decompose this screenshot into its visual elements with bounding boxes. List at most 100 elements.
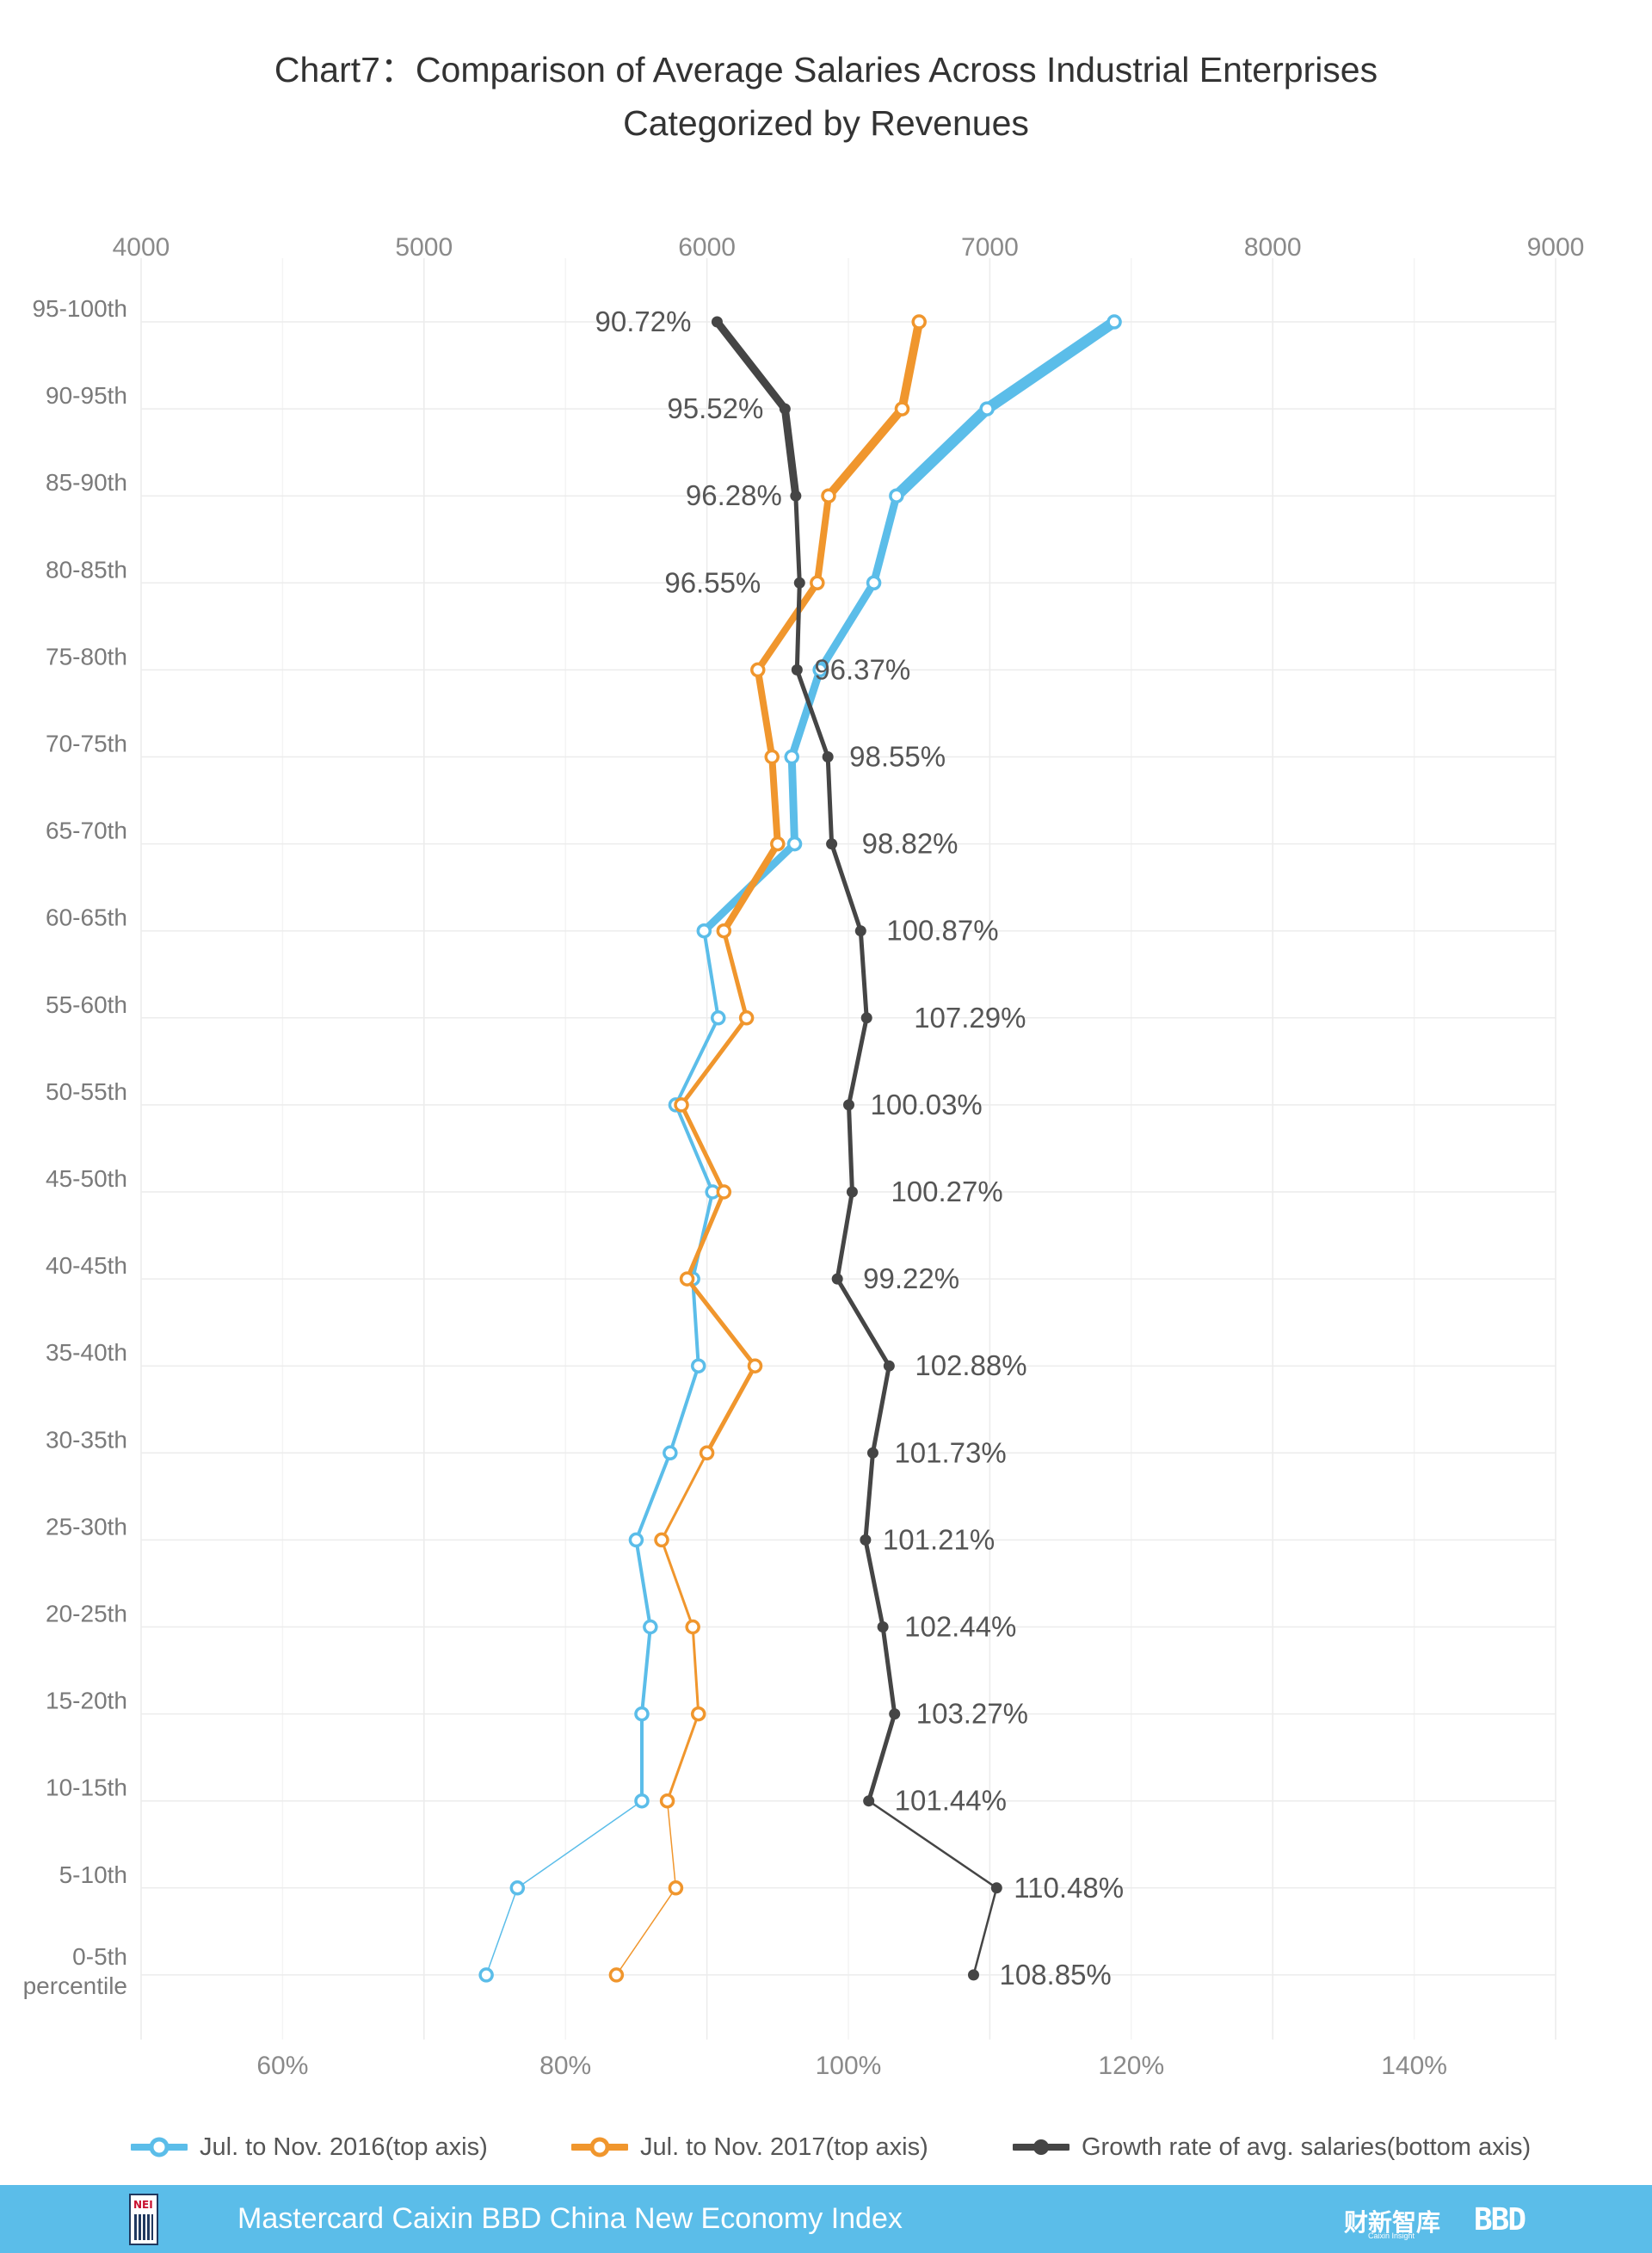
data-point — [659, 1793, 675, 1809]
series-segment — [768, 753, 781, 848]
series-segment — [702, 929, 720, 1020]
series-segment — [666, 1799, 677, 1889]
data-point — [866, 1447, 878, 1459]
series-segment — [846, 1015, 869, 1108]
chart-title-line-2: Categorized by Revenues — [623, 103, 1029, 143]
series-segment — [485, 1887, 519, 1976]
legend-item-2016[interactable]: Jul. to Nov. 2016(top axis) — [131, 2126, 488, 2169]
data-point — [854, 925, 866, 937]
legend-item-2017[interactable]: Jul. to Nov. 2017(top axis) — [571, 2126, 928, 2169]
category-label-line: 40-45th — [46, 1252, 127, 1279]
category-label: 75-80th — [46, 643, 127, 670]
data-point — [793, 577, 805, 589]
data-label: 110.48% — [1014, 1872, 1124, 1904]
series-segment — [897, 318, 924, 414]
legend-item-growth[interactable]: Growth rate of avg. salaries(bottom axis… — [1013, 2126, 1531, 2169]
data-label: 96.28% — [686, 479, 782, 511]
data-point — [690, 1706, 706, 1722]
series-segment — [685, 1189, 726, 1281]
series-segment — [615, 1887, 677, 1976]
data-point — [696, 923, 712, 939]
data-point — [990, 1882, 1002, 1894]
series-segment — [634, 1451, 672, 1542]
data-point — [812, 662, 828, 678]
series-segment — [829, 842, 863, 934]
data-label: 103.27% — [916, 1698, 1028, 1730]
series-segment — [835, 1189, 854, 1281]
data-point — [883, 1360, 895, 1372]
series-segment — [794, 580, 802, 672]
data-label: 96.55% — [664, 566, 761, 598]
category-label: 95-100th — [32, 295, 127, 322]
nei-logo-text: NEI — [133, 2199, 153, 2211]
series-segment — [712, 318, 789, 413]
bottom-axis-tick-label: 80% — [539, 2052, 591, 2080]
series-segment — [679, 1102, 726, 1194]
series-segment — [858, 929, 869, 1021]
data-label: 101.73% — [894, 1436, 1006, 1468]
data-label: 108.85% — [999, 1959, 1111, 1991]
category-label: 55-60th — [46, 991, 127, 1018]
data-point — [750, 662, 766, 678]
legend-swatch-2017 — [571, 2137, 628, 2157]
series-segment — [972, 1886, 998, 1977]
data-point — [979, 401, 995, 417]
data-point — [866, 575, 882, 591]
category-label-line: 60-65th — [46, 904, 127, 931]
series-segment — [691, 1277, 700, 1368]
series-segment — [825, 755, 835, 847]
series-segment — [685, 1276, 757, 1368]
data-point — [863, 1795, 875, 1807]
series-segment — [674, 1102, 715, 1194]
legend-swatch-2016 — [131, 2137, 188, 2157]
data-point — [810, 575, 825, 591]
data-point — [791, 664, 803, 676]
data-point — [889, 488, 904, 503]
data-point — [654, 1532, 669, 1548]
data-label: 90.72% — [595, 306, 691, 337]
bbd-logo: BBD — [1474, 2202, 1526, 2238]
series-2 — [711, 316, 1002, 1981]
category-label-line: 85-90th — [46, 469, 127, 496]
data-point — [663, 1445, 678, 1461]
category-label-line: 0-5th — [72, 1943, 127, 1970]
series-segment — [780, 404, 800, 500]
data-point — [1106, 314, 1122, 330]
top-axis-tick-label: 9000 — [1527, 233, 1585, 262]
gridlines — [140, 258, 1556, 2040]
category-label-line: 50-55th — [46, 1078, 127, 1105]
data-point — [608, 1967, 625, 1983]
data-point — [770, 836, 786, 852]
data-label: 99.22% — [863, 1262, 959, 1294]
category-label-line: 35-40th — [46, 1339, 127, 1366]
series-segment — [863, 1537, 885, 1629]
nei-logo-bars — [134, 2214, 153, 2240]
caixin-insight-logo-sub: Caixin Insight — [1368, 2231, 1415, 2240]
data-point — [784, 749, 799, 765]
category-label-line: 45-50th — [46, 1165, 127, 1192]
data-point — [690, 1358, 706, 1373]
category-label-line: 80-85th — [46, 556, 127, 583]
series-segment — [823, 404, 907, 501]
data-point — [668, 1880, 684, 1896]
data-label: 100.87% — [886, 915, 998, 947]
data-point — [889, 1708, 901, 1720]
data-point — [738, 1010, 755, 1026]
series-segment — [754, 666, 776, 761]
series-segment — [891, 403, 993, 502]
series-segment — [691, 1626, 700, 1716]
data-point — [716, 1184, 732, 1200]
data-point — [911, 314, 927, 330]
data-label: 101.21% — [883, 1523, 995, 1555]
data-point — [860, 1534, 872, 1546]
data-point — [967, 1969, 979, 1981]
top-axis-tick-label: 7000 — [961, 233, 1019, 262]
data-point — [674, 1097, 689, 1113]
series — [478, 314, 1122, 1983]
bottom-axis-tick-label: 100% — [816, 2052, 882, 2080]
data-point — [826, 838, 838, 850]
series-segment — [660, 1538, 694, 1628]
data-label: 100.03% — [870, 1089, 982, 1120]
series-segment — [867, 1799, 998, 1890]
chart-title-line-1: Chart7：Comparison of Average Salaries Ac… — [274, 50, 1378, 90]
